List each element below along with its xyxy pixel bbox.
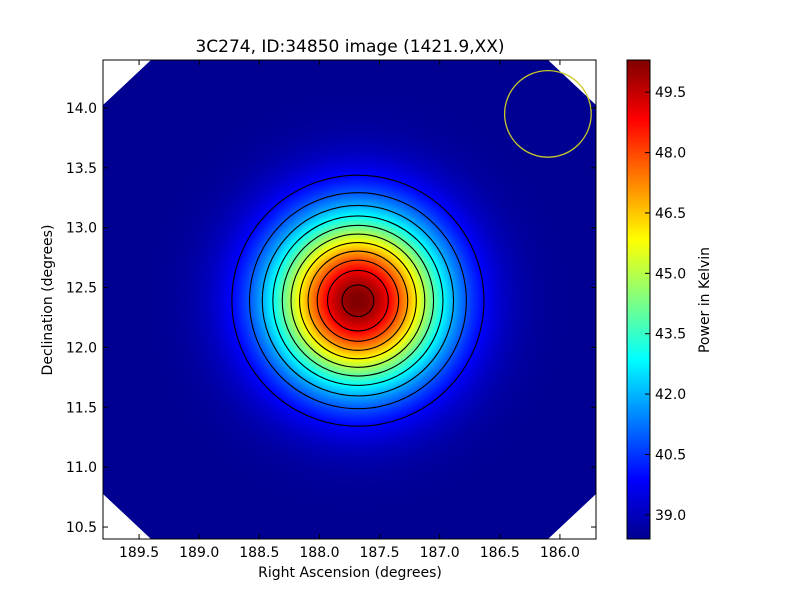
contour-line xyxy=(316,259,400,342)
corner-mask xyxy=(103,60,151,105)
y-tick-label: 11.5 xyxy=(66,400,97,416)
contour-line xyxy=(248,192,467,410)
contour-line xyxy=(307,250,409,351)
corner-mask xyxy=(548,494,596,539)
plot-area xyxy=(103,60,596,539)
y-axis: 10.5 11.0 11.5 12.0 12.5 13.0 13.5 14.0 xyxy=(66,101,596,536)
x-tick-label: 187.5 xyxy=(360,545,400,561)
y-tick-label: 13.0 xyxy=(66,221,97,237)
contour-line xyxy=(231,174,485,427)
contour-line xyxy=(341,284,375,318)
x-axis: 189.5 189.0 188.5 188.0 187.5 187.0 186.5 186.0 xyxy=(119,60,580,561)
y-tick-label: 12.0 xyxy=(66,340,97,356)
corner-mask xyxy=(103,494,151,539)
colorbar-tick-label: 40.5 xyxy=(655,447,686,463)
colorbar-tick-label: 42.0 xyxy=(655,387,686,403)
y-axis-label: Declination (degrees) xyxy=(40,225,56,376)
contour-line xyxy=(298,241,417,360)
y-tick-label: 13.5 xyxy=(66,161,97,177)
contour-lines xyxy=(231,174,485,427)
chart-title: 3C274, ID:34850 image (1421.9,XX) xyxy=(195,37,504,57)
contour-line xyxy=(290,233,426,368)
colorbar: 39.0 40.5 42.0 43.5 45.0 46.5 48.0 49.5 xyxy=(626,59,686,540)
x-axis-label: Right Ascension (degrees) xyxy=(258,565,442,581)
y-tick-label: 11.0 xyxy=(66,460,97,476)
contour-line xyxy=(281,224,435,377)
x-tick-label: 188.5 xyxy=(239,545,279,561)
colorbar-tick-label: 49.5 xyxy=(655,85,686,101)
heatmap-image xyxy=(103,60,596,539)
colorbar-frame xyxy=(626,59,651,540)
x-tick-label: 188.0 xyxy=(299,545,339,561)
x-tick-label: 186.0 xyxy=(540,545,580,561)
beam-circle xyxy=(503,69,592,158)
x-tick-label: 187.0 xyxy=(420,545,460,561)
corner-mask xyxy=(548,60,596,105)
colorbar-tick-label: 45.0 xyxy=(655,266,686,282)
colorbar-tick-label: 46.5 xyxy=(655,206,686,222)
contour-line xyxy=(272,215,444,386)
y-tick-label: 14.0 xyxy=(66,101,97,117)
corner-masks xyxy=(103,60,596,539)
contour-line xyxy=(327,269,389,332)
x-tick-label: 189.5 xyxy=(119,545,159,561)
colorbar-tick-label: 48.0 xyxy=(655,146,686,162)
plot-frame xyxy=(102,59,597,540)
colorbar-ticks: 39.0 40.5 42.0 43.5 45.0 46.5 48.0 49.5 xyxy=(645,85,686,524)
colorbar-tick-label: 43.5 xyxy=(655,327,686,343)
x-tick-label: 186.5 xyxy=(480,545,520,561)
contour-line xyxy=(261,204,455,397)
colorbar-gradient xyxy=(627,60,650,539)
colorbar-label: Power in Kelvin xyxy=(697,247,713,353)
y-tick-label: 12.5 xyxy=(66,281,97,297)
x-tick-label: 189.0 xyxy=(179,545,219,561)
y-tick-label: 10.5 xyxy=(66,520,97,536)
colorbar-tick-label: 39.0 xyxy=(655,508,686,524)
